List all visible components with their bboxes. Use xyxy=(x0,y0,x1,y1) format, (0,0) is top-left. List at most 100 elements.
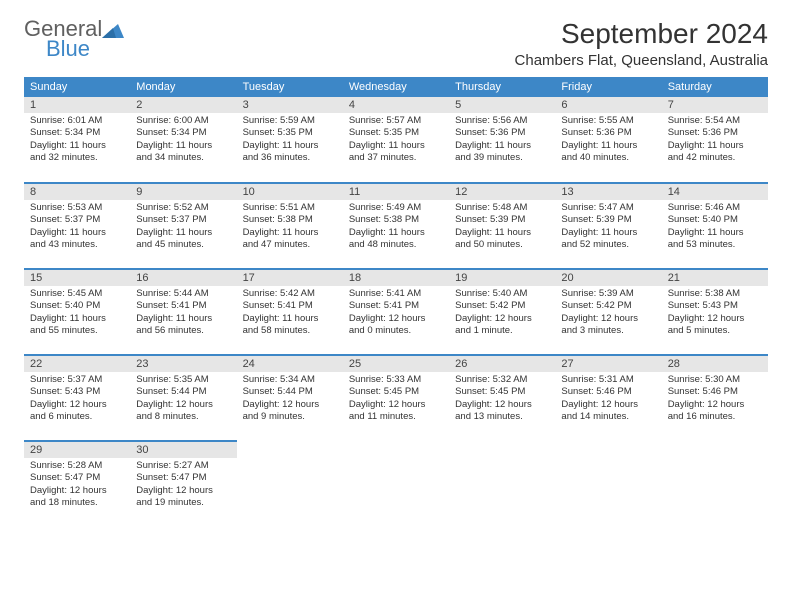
sunset-text: Sunset: 5:43 PM xyxy=(30,386,124,398)
day-number: 16 xyxy=(130,270,236,286)
calendar-day: 10Sunrise: 5:51 AMSunset: 5:38 PMDayligh… xyxy=(237,183,343,269)
day-number: 22 xyxy=(24,356,130,372)
sunrise-text: Sunrise: 5:42 AM xyxy=(243,288,337,300)
calendar-day: 19Sunrise: 5:40 AMSunset: 5:42 PMDayligh… xyxy=(449,269,555,355)
day-details: Sunrise: 5:32 AMSunset: 5:45 PMDaylight:… xyxy=(449,372,555,427)
sunset-text: Sunset: 5:46 PM xyxy=(561,386,655,398)
day-number: 26 xyxy=(449,356,555,372)
sunset-text: Sunset: 5:42 PM xyxy=(455,300,549,312)
day-details: Sunrise: 5:47 AMSunset: 5:39 PMDaylight:… xyxy=(555,200,661,255)
calendar-day: 16Sunrise: 5:44 AMSunset: 5:41 PMDayligh… xyxy=(130,269,236,355)
day-number: 18 xyxy=(343,270,449,286)
day-number: 28 xyxy=(662,356,768,372)
daylight-text: Daylight: 11 hours and 32 minutes. xyxy=(30,140,124,165)
sunrise-text: Sunrise: 5:55 AM xyxy=(561,115,655,127)
sunset-text: Sunset: 5:47 PM xyxy=(30,472,124,484)
calendar-day: 18Sunrise: 5:41 AMSunset: 5:41 PMDayligh… xyxy=(343,269,449,355)
day-number: 9 xyxy=(130,184,236,200)
day-details: Sunrise: 5:52 AMSunset: 5:37 PMDaylight:… xyxy=(130,200,236,255)
sunset-text: Sunset: 5:46 PM xyxy=(668,386,762,398)
day-number: 29 xyxy=(24,442,130,458)
daylight-text: Daylight: 11 hours and 50 minutes. xyxy=(455,227,549,252)
sunset-text: Sunset: 5:44 PM xyxy=(243,386,337,398)
day-details: Sunrise: 5:44 AMSunset: 5:41 PMDaylight:… xyxy=(130,286,236,341)
day-details: Sunrise: 5:42 AMSunset: 5:41 PMDaylight:… xyxy=(237,286,343,341)
day-number: 15 xyxy=(24,270,130,286)
sunrise-text: Sunrise: 5:27 AM xyxy=(136,460,230,472)
calendar-day: 30 Sunrise: 5:27 AMSunset: 5:47 PMDayligh… xyxy=(130,441,236,527)
daylight-text: Daylight: 12 hours and 5 minutes. xyxy=(668,313,762,338)
day-number: 13 xyxy=(555,184,661,200)
day-number: 5 xyxy=(449,97,555,113)
day-details: Sunrise: 5:28 AMSunset: 5:47 PMDaylight:… xyxy=(24,458,130,513)
calendar-day: 4Sunrise: 5:57 AMSunset: 5:35 PMDaylight… xyxy=(343,97,449,183)
sunset-text: Sunset: 5:41 PM xyxy=(243,300,337,312)
daylight-text: Daylight: 12 hours and 16 minutes. xyxy=(668,399,762,424)
sunset-text: Sunset: 5:38 PM xyxy=(349,214,443,226)
calendar-week: 29Sunrise: 5:28 AMSunset: 5:47 PMDayligh… xyxy=(24,441,768,527)
day-details: Sunrise: 5:55 AMSunset: 5:36 PMDaylight:… xyxy=(555,113,661,168)
calendar-day: 25Sunrise: 5:33 AMSunset: 5:45 PMDayligh… xyxy=(343,355,449,441)
day-number: 1 xyxy=(24,97,130,113)
calendar-day: 7Sunrise: 5:54 AMSunset: 5:36 PMDaylight… xyxy=(662,97,768,183)
weekday-header: Saturday xyxy=(662,77,768,97)
sunrise-text: Sunrise: 5:53 AM xyxy=(30,202,124,214)
sunrise-text: Sunrise: 5:44 AM xyxy=(136,288,230,300)
calendar-week: 8Sunrise: 5:53 AMSunset: 5:37 PMDaylight… xyxy=(24,183,768,269)
day-number: 30 xyxy=(130,442,236,458)
sunset-text: Sunset: 5:42 PM xyxy=(561,300,655,312)
calendar-day: 5Sunrise: 5:56 AMSunset: 5:36 PMDaylight… xyxy=(449,97,555,183)
weekday-header: Tuesday xyxy=(237,77,343,97)
calendar-table: SundayMondayTuesdayWednesdayThursdayFrid… xyxy=(24,77,768,527)
sunset-text: Sunset: 5:41 PM xyxy=(349,300,443,312)
daylight-text: Daylight: 11 hours and 48 minutes. xyxy=(349,227,443,252)
sunset-text: Sunset: 5:36 PM xyxy=(668,127,762,139)
sunset-text: Sunset: 5:44 PM xyxy=(136,386,230,398)
day-details: Sunrise: 5:49 AMSunset: 5:38 PMDaylight:… xyxy=(343,200,449,255)
calendar-day: 13Sunrise: 5:47 AMSunset: 5:39 PMDayligh… xyxy=(555,183,661,269)
sunrise-text: Sunrise: 5:28 AM xyxy=(30,460,124,472)
daylight-text: Daylight: 12 hours and 3 minutes. xyxy=(561,313,655,338)
day-number: 6 xyxy=(555,97,661,113)
day-number: 24 xyxy=(237,356,343,372)
sunset-text: Sunset: 5:47 PM xyxy=(136,472,230,484)
day-number: 2 xyxy=(130,97,236,113)
daylight-text: Daylight: 11 hours and 55 minutes. xyxy=(30,313,124,338)
calendar-day: 14Sunrise: 5:46 AMSunset: 5:40 PMDayligh… xyxy=(662,183,768,269)
day-details: Sunrise: 5:31 AMSunset: 5:46 PMDaylight:… xyxy=(555,372,661,427)
day-details: Sunrise: 5:48 AMSunset: 5:39 PMDaylight:… xyxy=(449,200,555,255)
logo-text: General Blue xyxy=(24,18,102,60)
logo: General Blue xyxy=(24,18,124,60)
sunrise-text: Sunrise: 5:34 AM xyxy=(243,374,337,386)
day-number: 7 xyxy=(662,97,768,113)
sunrise-text: Sunrise: 5:51 AM xyxy=(243,202,337,214)
calendar-page: General Blue September 2024 Chambers Fla… xyxy=(0,0,792,545)
calendar-body: 1Sunrise: 6:01 AMSunset: 5:34 PMDaylight… xyxy=(24,97,768,527)
calendar-day: 8Sunrise: 5:53 AMSunset: 5:37 PMDaylight… xyxy=(24,183,130,269)
sunrise-text: Sunrise: 5:52 AM xyxy=(136,202,230,214)
sunset-text: Sunset: 5:41 PM xyxy=(136,300,230,312)
daylight-text: Daylight: 11 hours and 43 minutes. xyxy=(30,227,124,252)
sunset-text: Sunset: 5:43 PM xyxy=(668,300,762,312)
sunrise-text: Sunrise: 5:35 AM xyxy=(136,374,230,386)
calendar-day: 3Sunrise: 5:59 AMSunset: 5:35 PMDaylight… xyxy=(237,97,343,183)
daylight-text: Daylight: 11 hours and 53 minutes. xyxy=(668,227,762,252)
day-details: Sunrise: 5:54 AMSunset: 5:36 PMDaylight:… xyxy=(662,113,768,168)
sunset-text: Sunset: 5:37 PM xyxy=(136,214,230,226)
daylight-text: Daylight: 12 hours and 11 minutes. xyxy=(349,399,443,424)
day-details: Sunrise: 5:46 AMSunset: 5:40 PMDaylight:… xyxy=(662,200,768,255)
sunrise-text: Sunrise: 5:33 AM xyxy=(349,374,443,386)
sunset-text: Sunset: 5:35 PM xyxy=(243,127,337,139)
day-number: 23 xyxy=(130,356,236,372)
calendar-empty xyxy=(237,441,343,527)
sunset-text: Sunset: 5:40 PM xyxy=(668,214,762,226)
day-number: 17 xyxy=(237,270,343,286)
logo-line2: Blue xyxy=(46,38,102,60)
sunrise-text: Sunrise: 5:54 AM xyxy=(668,115,762,127)
weekday-header: Friday xyxy=(555,77,661,97)
calendar-empty xyxy=(449,441,555,527)
daylight-text: Daylight: 12 hours and 18 minutes. xyxy=(30,485,124,510)
day-details: Sunrise: 6:00 AMSunset: 5:34 PMDaylight:… xyxy=(130,113,236,168)
daylight-text: Daylight: 12 hours and 19 minutes. xyxy=(136,485,230,510)
logo-triangle-icon xyxy=(102,22,124,38)
